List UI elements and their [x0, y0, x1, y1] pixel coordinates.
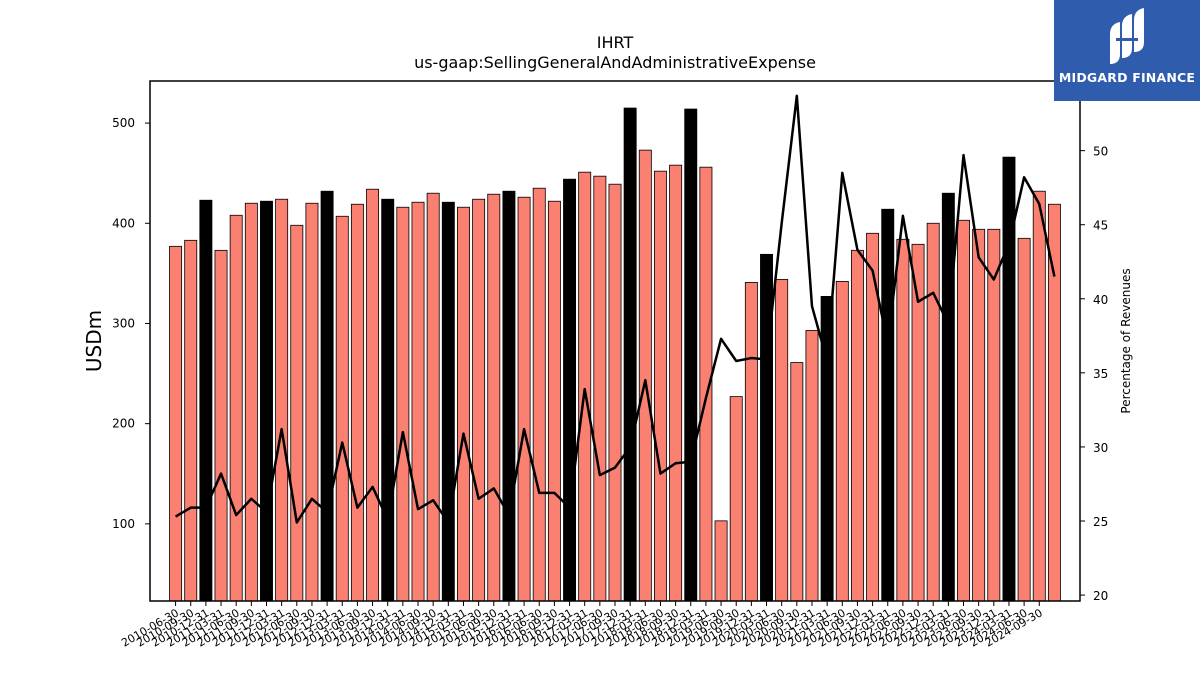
bar-12: [350, 203, 364, 602]
chart-subtitle: us-gaap:SellingGeneralAndAdministrativeE…: [414, 53, 816, 72]
bar-40: [775, 278, 789, 602]
bar-27: [578, 171, 592, 602]
bar-57: [1032, 190, 1046, 602]
bar-32: [654, 170, 667, 602]
bar-24: [532, 187, 546, 602]
bar-39: [760, 253, 773, 602]
bar-0: [169, 245, 183, 602]
bar-42: [805, 330, 819, 602]
y2-tick-label-1: 25: [1093, 515, 1108, 529]
y2-tick-label-4: 40: [1093, 293, 1108, 307]
bar-11: [335, 215, 349, 602]
y-tick-label-1: 200: [112, 417, 135, 431]
brand-name: MIDGARD FINANCE: [1058, 70, 1196, 85]
bar-15: [396, 206, 410, 602]
bars-layer: [169, 107, 1061, 602]
y2-tick-label-6: 50: [1093, 145, 1108, 159]
y2-tick-label-2: 30: [1093, 441, 1108, 455]
line-layer: [174, 94, 1056, 524]
bar-31: [638, 149, 652, 602]
bar-36: [714, 520, 728, 602]
bar-3: [214, 249, 228, 602]
y-tick-label-0: 100: [112, 517, 135, 531]
bar-51: [941, 192, 955, 602]
bar-56: [1017, 237, 1031, 602]
bar-23: [517, 196, 531, 602]
bar-1: [184, 239, 198, 602]
bar-13: [366, 188, 380, 602]
bar-19: [457, 206, 470, 602]
bar-37: [729, 396, 743, 602]
bar-8: [290, 224, 304, 602]
bar-29: [608, 183, 622, 602]
y2-tick-label-3: 35: [1093, 367, 1108, 381]
bar-26: [563, 178, 576, 602]
bar-34: [684, 108, 698, 602]
y2-tick-label-0: 20: [1093, 589, 1108, 603]
midgard-finance-logo: MIDGARD FINANCE: [1054, 0, 1200, 101]
bar-30: [623, 107, 637, 602]
midgard-logo-icon: [1110, 8, 1144, 64]
bar-22: [502, 190, 516, 602]
bar-10: [320, 190, 334, 602]
bar-41: [790, 362, 804, 602]
bar-18: [441, 201, 455, 602]
bar-38: [744, 281, 758, 602]
bar-2: [199, 199, 213, 602]
y2-tick-label-5: 45: [1093, 219, 1108, 233]
y-tick-label-3: 400: [112, 216, 135, 230]
bar-58: [1047, 203, 1061, 602]
bar-52: [957, 219, 970, 602]
percentage-line: [174, 94, 1056, 524]
bar-20: [472, 198, 486, 602]
bar-14: [381, 198, 395, 602]
y-tick-label-4: 500: [112, 116, 135, 130]
bar-50: [926, 222, 940, 602]
ticks-layer: 100200300400500202530354045502010-06-302…: [112, 116, 1108, 649]
bar-17: [426, 192, 440, 602]
bar-5: [244, 202, 258, 602]
bar-47: [881, 208, 895, 602]
bar-48: [896, 238, 910, 602]
bar-33: [669, 164, 683, 602]
bar-16: [411, 201, 425, 602]
y-axis-label: USDm: [82, 310, 106, 372]
bar-4: [229, 214, 243, 602]
bar-54: [987, 228, 1001, 602]
bar-28: [593, 175, 607, 602]
chart-title: IHRT: [597, 33, 634, 52]
bar-45: [850, 249, 864, 602]
bar-9: [305, 202, 319, 602]
bar-25: [547, 200, 561, 602]
bar-7: [275, 198, 289, 602]
y-tick-label-2: 300: [112, 316, 135, 330]
y2-axis-label: Percentage of Revenues: [1119, 268, 1133, 413]
bar-6: [260, 200, 273, 602]
bar-21: [487, 193, 501, 602]
bar-53: [972, 228, 986, 602]
bar-44: [835, 280, 849, 602]
